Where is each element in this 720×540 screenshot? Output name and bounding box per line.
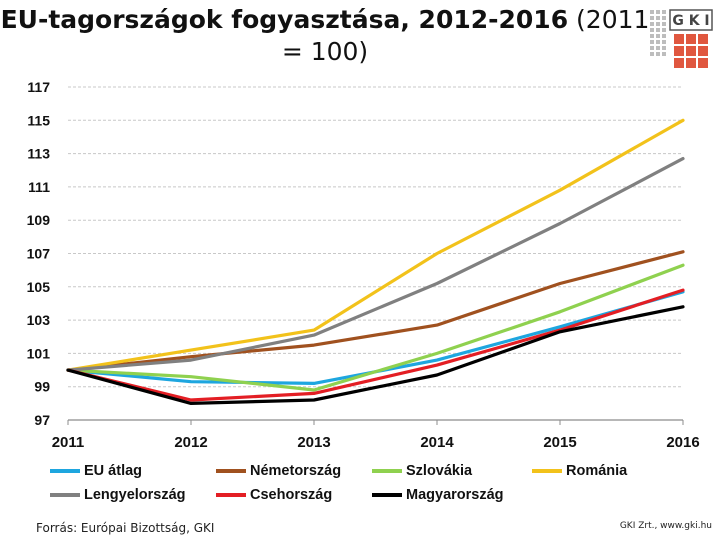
x-tick-label: 2013 [297, 434, 330, 451]
logo-text: G K I [672, 13, 709, 29]
y-tick-label: 107 [27, 246, 51, 262]
series-line-eu [66, 290, 685, 385]
legend-swatch [532, 469, 562, 473]
series-line-cseh [66, 288, 685, 402]
legend-label: EU átlag [84, 463, 143, 479]
legend-swatch [216, 493, 246, 497]
legend-label: Lengyelország [84, 487, 186, 503]
series-line-lengyel [66, 157, 685, 372]
series-line-nemet [66, 250, 685, 372]
legend-item: EU átlag [50, 462, 142, 480]
legend-item: Csehország [216, 486, 332, 504]
legend-swatch [50, 493, 80, 497]
series-lines [66, 118, 685, 405]
legend-swatch [372, 469, 402, 473]
x-tick-label: 2015 [543, 434, 576, 451]
legend-swatch [50, 469, 80, 473]
credit-note: GKI Zrt., www.gki.hu [619, 521, 712, 531]
y-tick-label: 109 [27, 212, 51, 228]
legend-item: Románia [532, 462, 627, 480]
legend-item: Lengyelország [50, 486, 186, 504]
legend-item: Németország [216, 462, 341, 480]
legend-label: Csehország [250, 487, 333, 503]
legend-label: Szlovákia [406, 463, 473, 479]
x-axis-ticks: 2011 2012 2013 2014 2015 2016 [52, 420, 700, 451]
source-note: Forrás: Európai Bizottság, GKI [36, 521, 215, 535]
legend-label: Románia [566, 463, 628, 479]
legend-item: Magyarország [372, 486, 504, 504]
y-tick-label: 97 [34, 412, 50, 428]
y-tick-label: 113 [27, 146, 50, 162]
legend-label: Magyarország [406, 487, 504, 503]
gridlines [68, 86, 683, 388]
series-line-roman [66, 118, 685, 372]
legend-swatch [372, 493, 402, 497]
x-tick-label: 2016 [666, 434, 699, 451]
y-tick-label: 103 [27, 312, 51, 328]
y-tick-label: 115 [27, 112, 50, 128]
chart-title: EU-tagországok fogyasztása, 2012-2016 (2… [0, 4, 650, 68]
title-suffix: (2011 = 100) [281, 5, 650, 66]
y-tick-label: 117 [27, 79, 50, 95]
y-tick-label: 99 [34, 379, 50, 395]
series-line-szlovak [66, 263, 685, 392]
title-main: EU-tagországok fogyasztása, 2012-2016 [0, 5, 569, 34]
legend: EU átlag Németország Szlovákia Románia Lengy… [50, 462, 690, 512]
legend-label: Németország [250, 463, 342, 479]
y-tick-label: 111 [28, 179, 50, 195]
x-tick-label: 2014 [420, 434, 454, 451]
x-tick-label: 2011 [52, 434, 85, 451]
x-tick-label: 2012 [174, 434, 207, 451]
y-axis-ticks: 97 99 101 103 105 107 109 111 113 115 117 [27, 79, 51, 428]
legend-item: Szlovákia [372, 462, 472, 480]
gki-logo: G K I [648, 6, 716, 70]
y-tick-label: 105 [27, 279, 51, 295]
legend-swatch [216, 469, 246, 473]
series-line-magyar [66, 305, 685, 405]
y-tick-label: 101 [27, 345, 51, 361]
